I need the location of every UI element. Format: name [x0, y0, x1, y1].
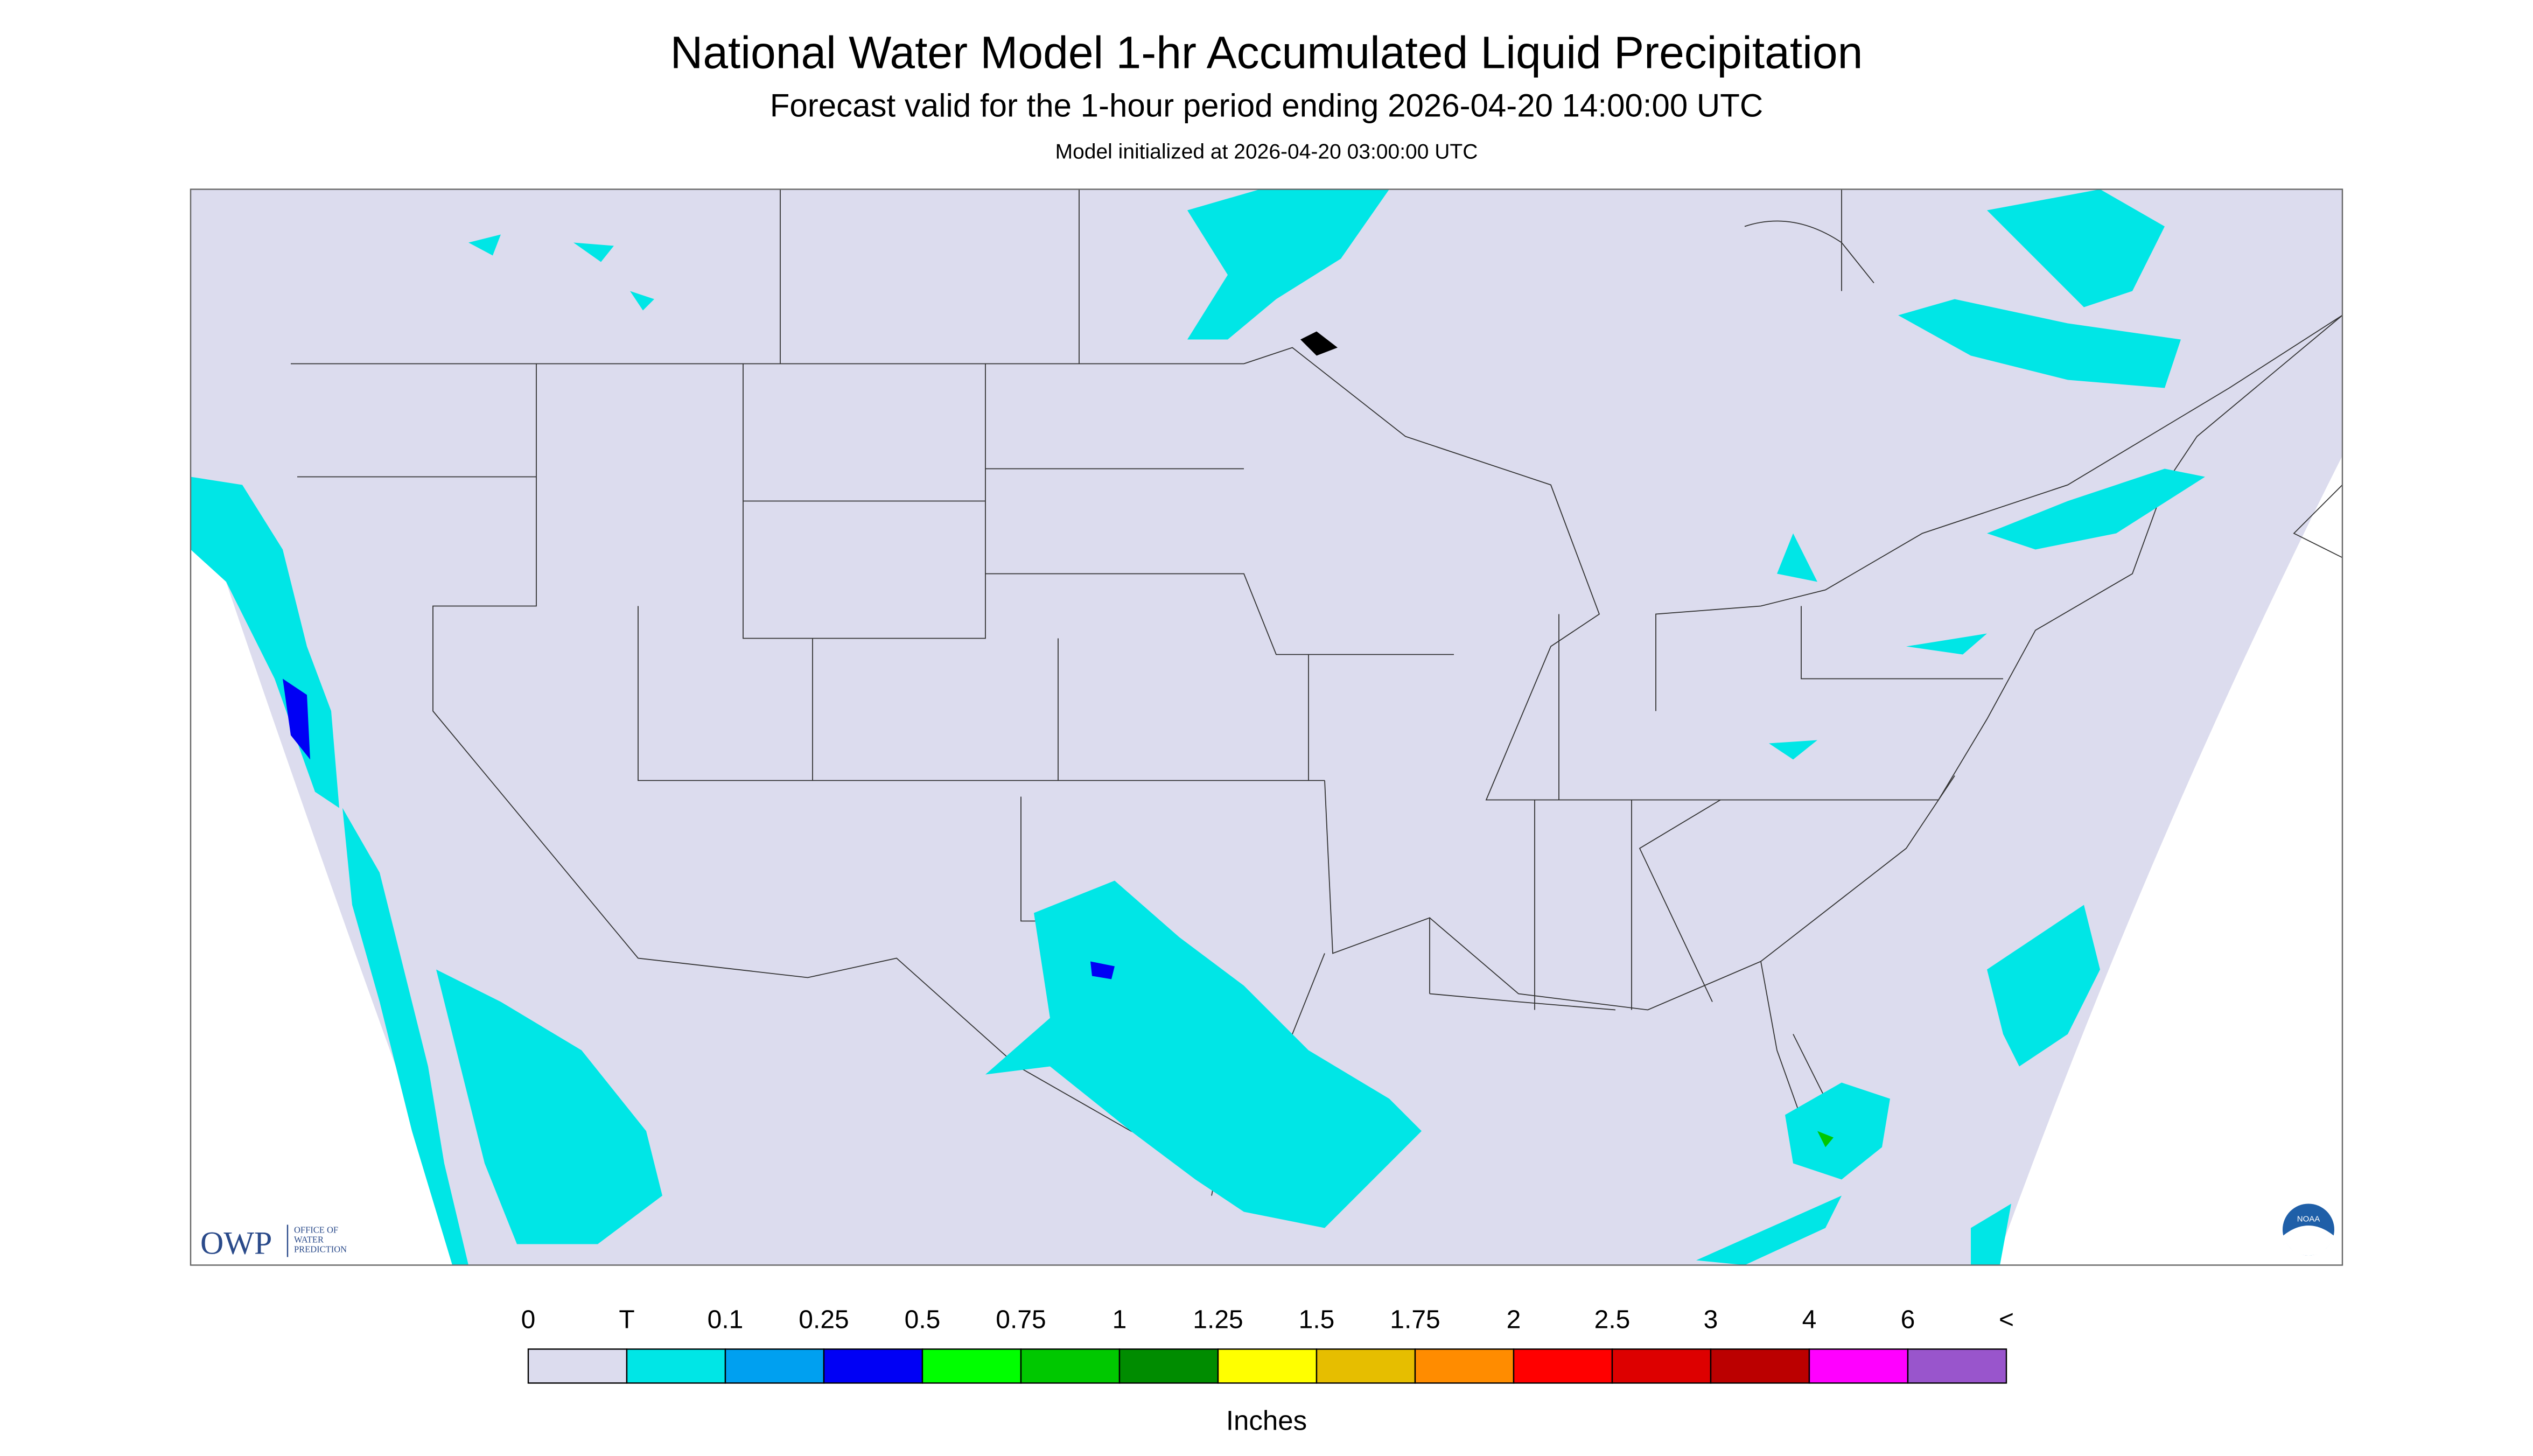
- legend-label: 0.1: [708, 1306, 744, 1334]
- owp-name-line: WATER: [294, 1235, 324, 1245]
- legend-label: 3: [1704, 1306, 1718, 1334]
- owp-name-line: PREDICTION: [294, 1244, 347, 1255]
- legend-label: 2.5: [1594, 1306, 1631, 1334]
- map-frame: [190, 188, 2343, 1266]
- init-time: Model initialized at 2026-04-20 03:00:00…: [1055, 141, 1478, 164]
- legend-label: 0.5: [905, 1306, 941, 1334]
- legend-label: 4: [1802, 1306, 1817, 1334]
- legend-label: 0.75: [996, 1306, 1046, 1334]
- legend-swatch: [1316, 1348, 1416, 1384]
- legend: 0 T 0.1 0.25 0.5 0.75 1 1.25 1.5 1.75 2 2.5 3 4 6 <: [521, 1306, 2014, 1384]
- legend-swatch: [1611, 1348, 1712, 1384]
- legend-swatch: [626, 1348, 726, 1384]
- legend-label: 1.5: [1299, 1306, 1335, 1334]
- legend-swatch: [1118, 1348, 1219, 1384]
- legend-swatch: [1020, 1348, 1121, 1384]
- precipitation: [191, 189, 2205, 1265]
- legend-swatch: [1513, 1348, 1613, 1384]
- model-domain: [191, 189, 2342, 1265]
- owp-logo: OWP: [200, 1226, 272, 1261]
- legend-label: T: [619, 1306, 634, 1334]
- legend-label: 0: [521, 1306, 536, 1334]
- noaa-text: NOAA: [2297, 1215, 2320, 1224]
- subtitle: Forecast valid for the 1-hour period end…: [770, 88, 1763, 124]
- legend-swatch: [1710, 1348, 1810, 1384]
- legend-swatch: [823, 1348, 923, 1384]
- legend-label: 6: [1901, 1306, 1915, 1334]
- legend-unit: Inches: [1226, 1405, 1307, 1436]
- legend-swatch: [724, 1348, 825, 1384]
- legend-swatch: [527, 1348, 628, 1384]
- legend-label: 1.25: [1193, 1306, 1243, 1334]
- noaa-gull: [2283, 1226, 2334, 1256]
- legend-swatch: [1808, 1348, 1909, 1384]
- legend-label: 2: [1507, 1306, 1521, 1334]
- legend-label: 1.75: [1390, 1306, 1440, 1334]
- legend-swatch: [1217, 1348, 1318, 1384]
- legend-label: <: [1999, 1306, 2014, 1334]
- title: National Water Model 1-hr Accumulated Li…: [670, 27, 1863, 78]
- legend-label: 1: [1112, 1306, 1127, 1334]
- legend-swatch: [1907, 1348, 2007, 1384]
- legend-swatch: [921, 1348, 1022, 1384]
- legend-swatch: [1414, 1348, 1515, 1384]
- lake-outline: [1300, 331, 1338, 356]
- legend-label: 0.25: [799, 1306, 849, 1334]
- owp-name-line: OFFICE OF: [294, 1225, 338, 1235]
